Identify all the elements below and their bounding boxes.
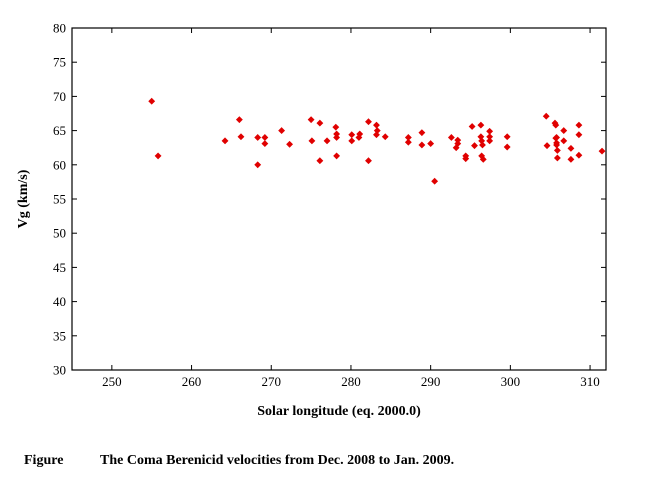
caption-text: The Coma Berenicid velocities from Dec. … [100, 453, 455, 468]
x-axis-title: Solar longitude (eq. 2000.0) [257, 404, 421, 419]
data-point [567, 144, 575, 152]
data-point [261, 140, 269, 148]
data-point [381, 133, 389, 141]
x-tick-label: 300 [501, 374, 521, 389]
x-tick-label: 310 [580, 374, 600, 389]
x-tick-label: 280 [341, 374, 361, 389]
y-tick-label: 30 [53, 363, 66, 378]
figure-caption: Figure The Coma Berenicid velocities from… [24, 453, 454, 469]
data-point [431, 177, 439, 185]
data-point [254, 161, 262, 169]
data-point [479, 141, 486, 149]
data-point [542, 112, 550, 120]
data-point [468, 123, 476, 130]
data-point [486, 137, 494, 145]
y-tick-label: 45 [53, 260, 66, 275]
y-tick-label: 55 [53, 192, 66, 207]
y-tick-label: 65 [53, 123, 66, 138]
data-point [221, 137, 229, 145]
data-point [235, 116, 243, 124]
data-point [471, 142, 478, 150]
data-point [503, 143, 511, 151]
data-point [308, 137, 316, 145]
data-point [404, 138, 412, 146]
x-tick-label: 290 [421, 374, 441, 389]
data-point [575, 121, 583, 129]
data-point [148, 97, 156, 105]
caption-label: Figure [24, 453, 64, 468]
data-point [427, 140, 435, 148]
data-point [333, 152, 341, 160]
data-point [567, 155, 575, 163]
data-point [254, 134, 262, 141]
data-point [477, 121, 485, 129]
data-point [316, 119, 324, 127]
data-point [552, 121, 560, 129]
data-point [373, 131, 380, 139]
data-point [365, 118, 372, 126]
data-point [462, 155, 470, 163]
data-point [323, 137, 331, 145]
data-point [479, 155, 487, 163]
data-point [278, 127, 286, 135]
data-point [575, 131, 583, 139]
data-point [237, 133, 245, 141]
x-tick-label: 250 [102, 374, 122, 389]
y-axis-title: Vg (km/s) [16, 169, 31, 228]
x-tick-label: 260 [182, 374, 202, 389]
data-point [503, 133, 511, 141]
y-tick-label: 75 [53, 55, 66, 70]
data-point [418, 141, 426, 149]
x-axis-ticks: 250 260 270 280 290 300 310 [102, 28, 600, 389]
data-point [418, 129, 426, 137]
y-axis-ticks: 30 35 40 45 50 55 60 65 70 75 80 [53, 21, 606, 378]
data-point [261, 134, 269, 141]
plot-frame [71, 27, 607, 371]
y-tick-label: 70 [53, 89, 66, 104]
data-point [286, 140, 294, 148]
data-point [575, 151, 583, 159]
data-point [154, 152, 162, 160]
data-point [454, 140, 462, 148]
data-point [365, 157, 372, 165]
y-tick-label: 35 [53, 328, 66, 343]
data-point [543, 142, 551, 150]
y-tick-label: 60 [53, 157, 66, 172]
y-tick-label: 80 [53, 21, 66, 36]
data-point [316, 157, 324, 165]
data-point [447, 134, 455, 141]
y-tick-label: 50 [53, 226, 66, 241]
data-point [348, 137, 356, 145]
data-point [356, 130, 364, 138]
data-point [560, 137, 568, 145]
x-tick-label: 270 [262, 374, 282, 389]
data-point [332, 123, 340, 131]
data-point [333, 134, 341, 141]
data-point [560, 127, 568, 135]
data-point [553, 147, 561, 154]
data-points [148, 97, 606, 185]
data-point [307, 116, 315, 124]
data-point [373, 121, 380, 129]
y-tick-label: 40 [53, 294, 66, 309]
data-point [348, 131, 356, 139]
data-point [553, 154, 561, 162]
data-point [598, 147, 606, 155]
